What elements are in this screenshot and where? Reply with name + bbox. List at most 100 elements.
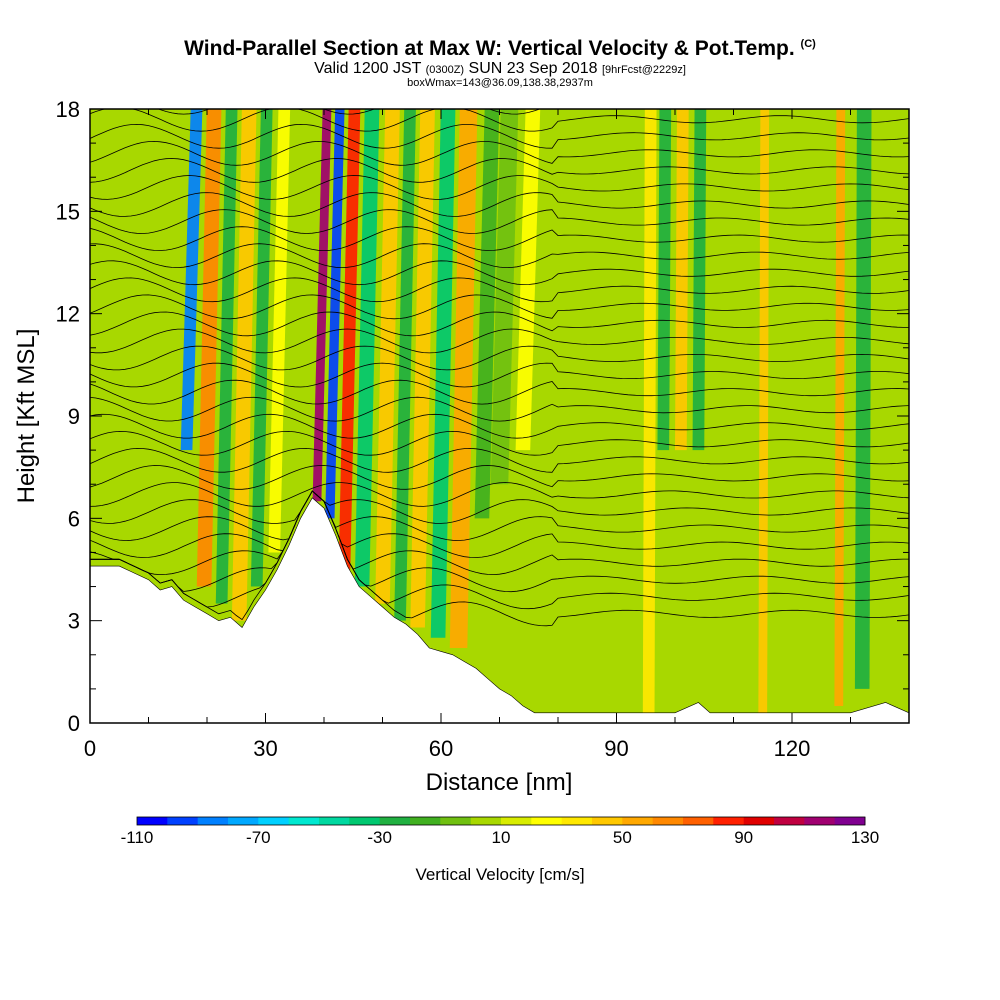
colorbar-segment-17: [652, 817, 684, 825]
theta-contour-21: [90, 243, 909, 269]
colorbar-segment-22: [804, 817, 835, 825]
velocity-band-15: [474, 109, 500, 519]
theta-contour-8: [90, 465, 909, 490]
colorbar-segment-3: [228, 817, 259, 825]
theta-contour-32: [90, 56, 909, 80]
velocity-band-1: [196, 109, 222, 587]
velocity-band-5: [268, 109, 291, 553]
colorbar-segment-10: [440, 817, 471, 825]
colorbar-segment-2: [197, 817, 229, 825]
colorbar-segment-23: [834, 817, 866, 825]
subtitle-fcst: [9hrFcst@2229z]: [601, 64, 686, 76]
subtitle-date: SUN 23 Sep 2018: [468, 60, 598, 77]
terrain-shape: [90, 497, 909, 723]
theta-contour-9: [90, 447, 909, 473]
velocity-band-12: [410, 109, 435, 628]
x-tick-label: 120: [774, 736, 811, 761]
theta-contour-25: [90, 175, 909, 200]
colorbar-segment-6: [319, 817, 350, 825]
colorbar-segment-20: [743, 817, 775, 825]
colorbar-tick-label: 130: [851, 828, 879, 847]
colorbar-segment-14: [561, 817, 593, 825]
y-tick-label: 3: [68, 609, 80, 634]
velocity-band-20: [675, 109, 689, 451]
theta-contour-27: [90, 140, 909, 166]
theta-contour-29: [90, 109, 909, 132]
terrain-mask: [90, 497, 909, 723]
theta-contour-22: [90, 226, 909, 252]
velocity-band-17: [515, 109, 541, 451]
theta-contour-14: [90, 362, 909, 388]
theta-contour-10: [90, 430, 909, 456]
velocity-band-14: [449, 109, 478, 648]
theta-contour-33: [90, 39, 909, 63]
x-tick-label: 90: [604, 736, 628, 761]
colorbar-segment-9: [410, 817, 441, 825]
theta-contour-6: [90, 490, 909, 524]
velocity-band-0: [180, 109, 203, 451]
velocity-band-19: [657, 109, 672, 451]
velocity-band-13: [430, 109, 456, 638]
subtitle-prefix: Valid 1200 JST: [314, 60, 422, 77]
y-tick-label: 15: [56, 199, 80, 224]
velocity-band-24: [854, 109, 872, 689]
velocity-band-10: [375, 109, 400, 604]
chart-subtitle: Valid 1200 JST (0300Z) SUN 23 Sep 2018 […: [0, 60, 1000, 78]
theta-contour-23: [90, 209, 909, 234]
velocity-band-23: [834, 109, 846, 706]
velocity-band-16: [490, 109, 519, 485]
theta-contour-0: [90, 490, 909, 627]
velocity-band-21: [692, 109, 707, 451]
colorbar-segment-5: [288, 817, 320, 825]
colorbar-segment-4: [258, 817, 289, 825]
colorbar-segment-19: [713, 817, 744, 825]
x-tick-label: 0: [84, 736, 96, 761]
velocity-band-18: [642, 109, 657, 713]
x-axis-label: Distance [nm]: [426, 769, 573, 796]
colorbar-segment-1: [167, 817, 198, 825]
colorbar-segment-12: [501, 817, 532, 825]
velocity-band-4: [250, 109, 273, 587]
chart-title: Wind-Parallel Section at Max W: Vertical…: [0, 37, 1000, 61]
colorbar-title: Vertical Velocity [cm/s]: [415, 865, 584, 884]
colorbar-segment-13: [531, 817, 562, 825]
velocity-band-11: [394, 109, 416, 621]
theta-contour-15: [90, 345, 909, 371]
colorbar-segment-21: [774, 817, 805, 825]
theta-contour-12: [90, 396, 909, 422]
theta-contour-1: [90, 490, 909, 610]
y-axis-label: Height [Kft MSL]: [13, 329, 40, 504]
theta-contour-7: [90, 482, 909, 507]
theta-contour-2: [90, 490, 909, 593]
velocity-band-2: [215, 109, 238, 604]
colorbar-tick-label: 10: [492, 828, 511, 847]
colorbar-segment-16: [622, 817, 653, 825]
theta-contour-5: [90, 490, 909, 541]
y-tick-label: 12: [56, 302, 80, 327]
theta-contour-19: [90, 277, 909, 303]
theta-contour-4: [90, 490, 909, 558]
subtitle-utc: (0300Z): [425, 64, 465, 76]
y-tick-label: 18: [56, 97, 80, 122]
velocity-band-8: [338, 109, 361, 570]
velocity-band-7: [325, 109, 345, 519]
colorbar-tick-label: -30: [367, 828, 392, 847]
colorbar-segment-15: [592, 817, 623, 825]
colorbar-tick-label: 50: [613, 828, 632, 847]
theta-contour-24: [90, 192, 909, 217]
title-text: Wind-Parallel Section at Max W: Vertical…: [184, 37, 795, 60]
title-mark: (C): [800, 38, 816, 50]
x-tick-label: 60: [429, 736, 453, 761]
theta-contour-28: [90, 123, 909, 149]
velocity-band-6: [312, 109, 332, 502]
colorbar: -110 -70 -30 10 50 90 130: [121, 816, 879, 847]
theta-contour-18: [90, 294, 909, 320]
y-tick-label: 0: [68, 711, 80, 736]
theta-contour-31: [90, 73, 909, 97]
theta-contour-13: [90, 379, 909, 405]
colorbar-tick-label: -70: [246, 828, 271, 847]
theta-contour-26: [90, 158, 909, 183]
colorbar-frame: [136, 816, 866, 826]
theta-contour-16: [90, 328, 909, 354]
